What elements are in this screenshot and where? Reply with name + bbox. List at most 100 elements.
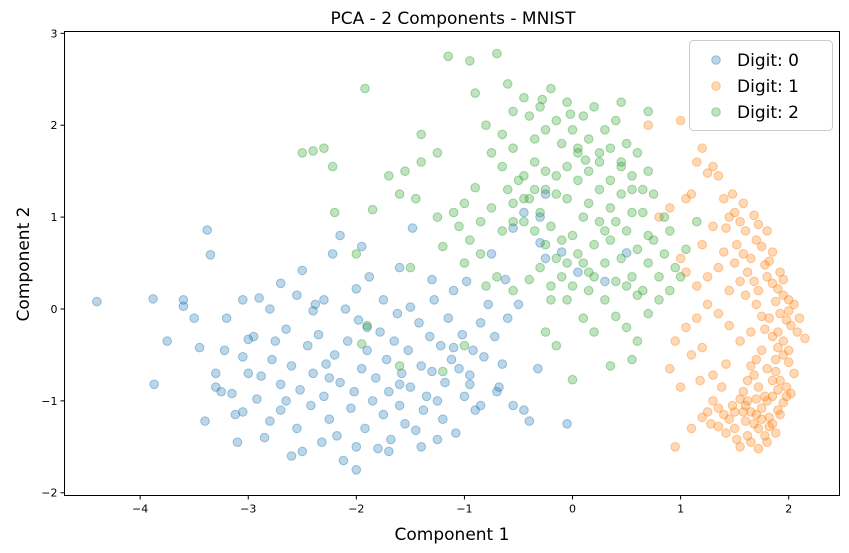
scatter-point-digit-0 <box>475 400 486 411</box>
scatter-point-digit-1 <box>681 193 691 204</box>
scatter-point-digit-0 <box>489 331 500 342</box>
scatter-point-digit-2 <box>470 182 481 193</box>
scatter-point-digit-1 <box>735 216 745 227</box>
scatter-point-digit-0 <box>435 340 446 351</box>
scatter-point-digit-2 <box>556 138 567 149</box>
scatter-point-digit-1 <box>778 397 789 408</box>
scatter-point-digit-2 <box>416 157 427 167</box>
scatter-point-digit-1 <box>775 409 785 420</box>
scatter-point-digit-2 <box>519 216 529 227</box>
scatter-point-digit-1 <box>735 276 745 287</box>
y-axis-ticks: −2 −1 0 1 2 3 <box>41 27 65 500</box>
scatter-point-digit-1 <box>727 400 738 411</box>
y-tick-label: −1 <box>41 395 57 408</box>
scatter-point-digit-2 <box>513 175 524 186</box>
scatter-point-digit-2 <box>540 166 551 176</box>
scatter-point-digit-0 <box>396 368 407 379</box>
scatter-point-digit-0 <box>362 345 372 356</box>
scatter-point-digit-2 <box>627 272 637 282</box>
scatter-point-digit-0 <box>281 396 291 406</box>
scatter-point-digit-2 <box>562 295 572 305</box>
scatter-point-digit-0 <box>573 267 583 278</box>
scatter-point-digit-0 <box>211 382 221 392</box>
scatter-point-digit-1 <box>706 419 716 429</box>
scatter-point-digit-1 <box>756 345 767 356</box>
scatter-point-digit-2 <box>627 171 637 181</box>
scatter-point-digit-2 <box>529 226 540 236</box>
scatter-point-digit-1 <box>740 226 751 236</box>
scatter-point-digit-1 <box>786 388 796 399</box>
legend: Digit: 0 Digit: 1 Digit: 2 <box>689 40 833 131</box>
y-tick-label: 1 <box>51 211 58 224</box>
scatter-point-digit-0 <box>162 336 172 346</box>
scatter-point-digit-0 <box>367 396 378 406</box>
scatter-point-digit-0 <box>356 241 367 252</box>
scatter-point-digit-1 <box>792 327 803 337</box>
scatter-point-digit-0 <box>562 419 572 429</box>
scatter-point-digit-0 <box>335 377 345 388</box>
scatter-point-digit-1 <box>729 423 740 434</box>
scatter-point-digit-1 <box>773 284 783 294</box>
scatter-point-digit-0 <box>219 345 230 356</box>
scatter-point-digit-0 <box>394 400 405 411</box>
scatter-point-digit-0 <box>508 400 518 411</box>
scatter-point-digit-0 <box>443 313 454 324</box>
scatter-point-digit-0 <box>227 388 237 399</box>
scatter-point-digit-0 <box>324 373 335 383</box>
scatter-point-digit-1 <box>781 391 792 402</box>
scatter-point-digit-1 <box>756 414 767 425</box>
scatter-point-digit-0 <box>371 373 381 383</box>
scatter-point-digit-2 <box>454 221 464 232</box>
scatter-point-digit-1 <box>789 299 799 310</box>
scatter-point-digit-1 <box>775 267 785 278</box>
legend-marker-2 <box>711 107 721 117</box>
scatter-point-digit-2 <box>583 166 594 176</box>
scatter-point-digit-0 <box>259 432 270 443</box>
scatter-point-digit-0 <box>411 425 421 436</box>
scatter-point-digit-2 <box>562 258 572 268</box>
scatter-point-digit-2 <box>654 295 664 305</box>
scatter-point-digit-1 <box>781 382 792 392</box>
scatter-point-digit-0 <box>400 419 410 429</box>
scatter-point-digit-1 <box>762 272 772 282</box>
scatter-point-digit-1 <box>746 437 756 448</box>
scatter-point-digit-2 <box>670 262 681 273</box>
scatter-point-digit-1 <box>724 285 735 296</box>
scatter-point-digit-2 <box>616 97 627 107</box>
plot-frame <box>64 31 840 496</box>
scatter-point-digit-0 <box>297 446 308 457</box>
scatter-point-digit-0 <box>416 361 427 371</box>
scatter-point-digit-1 <box>762 396 772 406</box>
scatter-point-digit-0 <box>497 359 508 369</box>
scatter-point-digit-0 <box>335 230 345 241</box>
scatter-point-digit-1 <box>762 437 772 448</box>
scatter-point-digit-2 <box>481 281 491 291</box>
scatter-point-digit-0 <box>297 265 308 276</box>
scatter-point-digit-2 <box>573 175 583 186</box>
scatter-point-digit-2 <box>675 272 686 282</box>
scatter-point-digit-1 <box>721 428 731 438</box>
scatter-point-digit-0 <box>384 446 394 457</box>
scatter-point-digit-0 <box>533 363 543 374</box>
scatter-point-digit-1 <box>746 253 756 264</box>
scatter-point-digit-1 <box>665 363 675 374</box>
scatter-point-digit-0 <box>448 285 459 296</box>
scatter-point-digit-2 <box>546 281 556 291</box>
scatter-point-digit-0 <box>189 313 199 324</box>
scatter-point-digit-1 <box>735 336 745 346</box>
scatter-point-digit-2 <box>632 148 643 158</box>
scatter-point-digit-2 <box>497 161 508 172</box>
scatter-point-digit-0 <box>394 379 405 390</box>
scatter-point-digit-0 <box>621 248 632 258</box>
scatter-point-digit-2 <box>529 184 540 195</box>
scatter-point-digit-2 <box>567 281 578 291</box>
scatter-point-digit-1 <box>702 272 713 282</box>
scatter-point-digit-0 <box>265 304 275 314</box>
scatter-point-digit-2 <box>465 235 475 245</box>
scatter-point-digit-1 <box>760 324 770 335</box>
scatter-point-digit-2 <box>308 146 318 156</box>
scatter-point-digit-2 <box>327 161 338 172</box>
scatter-point-digit-1 <box>778 336 789 346</box>
scatter-point-digit-2 <box>605 235 616 245</box>
scatter-point-digit-2 <box>524 193 535 204</box>
